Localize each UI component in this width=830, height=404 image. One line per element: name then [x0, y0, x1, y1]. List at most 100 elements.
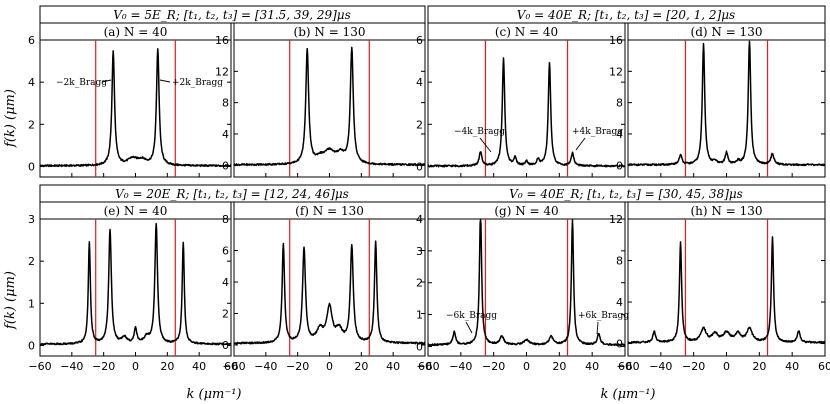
x-tick-label: 20 [752, 360, 766, 373]
y-tick-label: 6 [28, 34, 35, 47]
panel-h: (h) N = 130 0 4 8 12 −60 −40 −20 0 20 40 60 [609, 201, 830, 373]
annotation-minus-6k: −6k_Bragg [446, 311, 497, 321]
x-tick-label: 60 [224, 360, 238, 373]
panel-title: (g) N = 40 [494, 204, 558, 218]
x-tick-label: 0 [326, 360, 333, 373]
distribution-trace [427, 57, 626, 168]
y-tick-label: 2 [28, 118, 35, 131]
y-tick-label: 12 [609, 213, 623, 226]
y-tick-label: 1 [28, 297, 35, 310]
y-axis-title-bottom: f(k) (μm) [3, 271, 18, 330]
y-tick-label: 0 [222, 159, 229, 172]
y-tick-label: 4 [222, 276, 229, 289]
panel-c: (c) N = 40 0 2 4 6 [416, 22, 626, 178]
x-tick-label: −40 [449, 360, 472, 373]
panel-e: (e) N = 40 0 1 2 3 −60 −40 −20 0 20 40 60 [28, 201, 238, 373]
y-tick-label: 2 [28, 255, 35, 268]
arrow-plus-6k [596, 321, 599, 335]
group-title-box-4: V₀ = 40E_R; [t₁, t₂, t₃] = [30, 45, 38]μ… [427, 184, 826, 203]
group-title-3: V₀ = 20E_R; [t₁, t₂, t₃] = [12, 24, 46]μ… [115, 187, 349, 201]
annotation-minus-2k: −2k_Bragg [56, 78, 107, 88]
panel-title: (b) N = 130 [294, 25, 366, 39]
plot-frame [627, 218, 826, 357]
group-title-box-1: V₀ = 5E_R; [t₁, t₂, t₃] = [31.5, 39, 29]… [39, 5, 426, 24]
x-tick-label: −40 [60, 360, 83, 373]
y-axis-title-top: f(k) (μm) [3, 89, 18, 148]
x-tick-label: −40 [649, 360, 672, 373]
y-tick-label: 4 [616, 296, 623, 309]
y-tick-label: 2 [416, 118, 423, 131]
plot-frame [39, 218, 232, 357]
arrow-minus-6k [465, 321, 473, 334]
y-tick-label: 8 [222, 213, 229, 226]
y-tick-label: 8 [222, 97, 229, 110]
arrow-minus-4k [479, 137, 492, 153]
panel-d: (d) N = 130 0 4 8 12 16 [609, 22, 826, 178]
x-tick-label: −60 [222, 360, 245, 373]
annotation-arrows [101, 79, 599, 335]
annotations: −2k_Bragg +2k_Bragg −4k_Bragg +4k_Bragg … [56, 78, 629, 335]
x-tick-label: −60 [616, 360, 639, 373]
group-title-1: V₀ = 5E_R; [t₁, t₂, t₃] = [31.5, 39, 29]… [113, 8, 351, 22]
y-tick-label: 4 [222, 128, 229, 141]
group-title-2: V₀ = 40E_R; [t₁, t₂, t₃] = [20, 1, 2]μs [517, 8, 735, 22]
y-tick-label: 0 [416, 340, 423, 353]
group-title-box-2: V₀ = 40E_R; [t₁, t₂, t₃] = [20, 1, 2]μs [427, 5, 826, 24]
x-tick-label: 40 [192, 360, 206, 373]
distribution-trace [233, 240, 426, 345]
annotation-plus-4k: +4k_Bragg [572, 127, 623, 137]
distribution-trace [233, 46, 426, 167]
arrow-minus-2k [101, 79, 112, 83]
plot-frame [627, 39, 826, 178]
plot-frame [233, 218, 426, 357]
x-tick-label: 0 [723, 360, 730, 373]
group-title-4: V₀ = 40E_R; [t₁, t₂, t₃] = [30, 45, 38]μ… [509, 187, 743, 201]
x-tick-label: 40 [785, 360, 799, 373]
distribution-trace [39, 222, 232, 346]
distribution-trace [627, 236, 826, 344]
y-tick-label: 2 [222, 307, 229, 320]
x-tick-label: −20 [92, 360, 115, 373]
annotation-minus-4k: −4k_Bragg [454, 127, 505, 137]
x-tick-label: 20 [354, 360, 368, 373]
y-tick-label: 0 [28, 160, 35, 173]
panel-title: (d) N = 130 [691, 25, 763, 39]
y-tick-label: 4 [28, 76, 35, 89]
plot-frame [427, 218, 626, 357]
y-tick-label: 8 [616, 97, 623, 110]
y-tick-label: 3 [28, 213, 35, 226]
plot-frame [427, 39, 626, 178]
x-tick-label: 0 [523, 360, 530, 373]
x-axis-title-right: k (μm⁻¹) [600, 387, 655, 402]
x-tick-label: −20 [286, 360, 309, 373]
arrow-plus-2k [159, 79, 171, 83]
x-tick-label: −60 [28, 360, 51, 373]
x-tick-label: 40 [585, 360, 599, 373]
arrow-plus-4k [575, 137, 586, 151]
panel-title: (e) N = 40 [104, 204, 168, 218]
y-tick-label: 0 [28, 339, 35, 352]
y-tick-label: 16 [609, 34, 623, 47]
y-tick-label: 6 [222, 244, 229, 257]
y-tick-label: 6 [416, 34, 423, 47]
x-tick-label: 20 [160, 360, 174, 373]
group-title-box-3: V₀ = 20E_R; [t₁, t₂, t₃] = [12, 24, 46]μ… [39, 184, 426, 203]
y-tick-label: 3 [416, 245, 423, 258]
plot-frame [233, 39, 426, 178]
distribution-trace [427, 219, 626, 347]
y-tick-label: 12 [215, 65, 229, 78]
x-tick-label: 60 [418, 360, 432, 373]
panel-b: (b) N = 130 0 4 8 12 16 [215, 22, 426, 178]
x-tick-label: 0 [132, 360, 139, 373]
panel-title: (h) N = 130 [691, 204, 763, 218]
x-axis-title-left: k (μm⁻¹) [186, 387, 241, 402]
y-tick-label: 4 [416, 76, 423, 89]
x-tick-label: −60 [416, 360, 439, 373]
panel-title: (c) N = 40 [495, 25, 558, 39]
panel-a: (a) N = 40 0 2 4 6 [28, 22, 232, 178]
y-tick-label: 8 [616, 255, 623, 268]
